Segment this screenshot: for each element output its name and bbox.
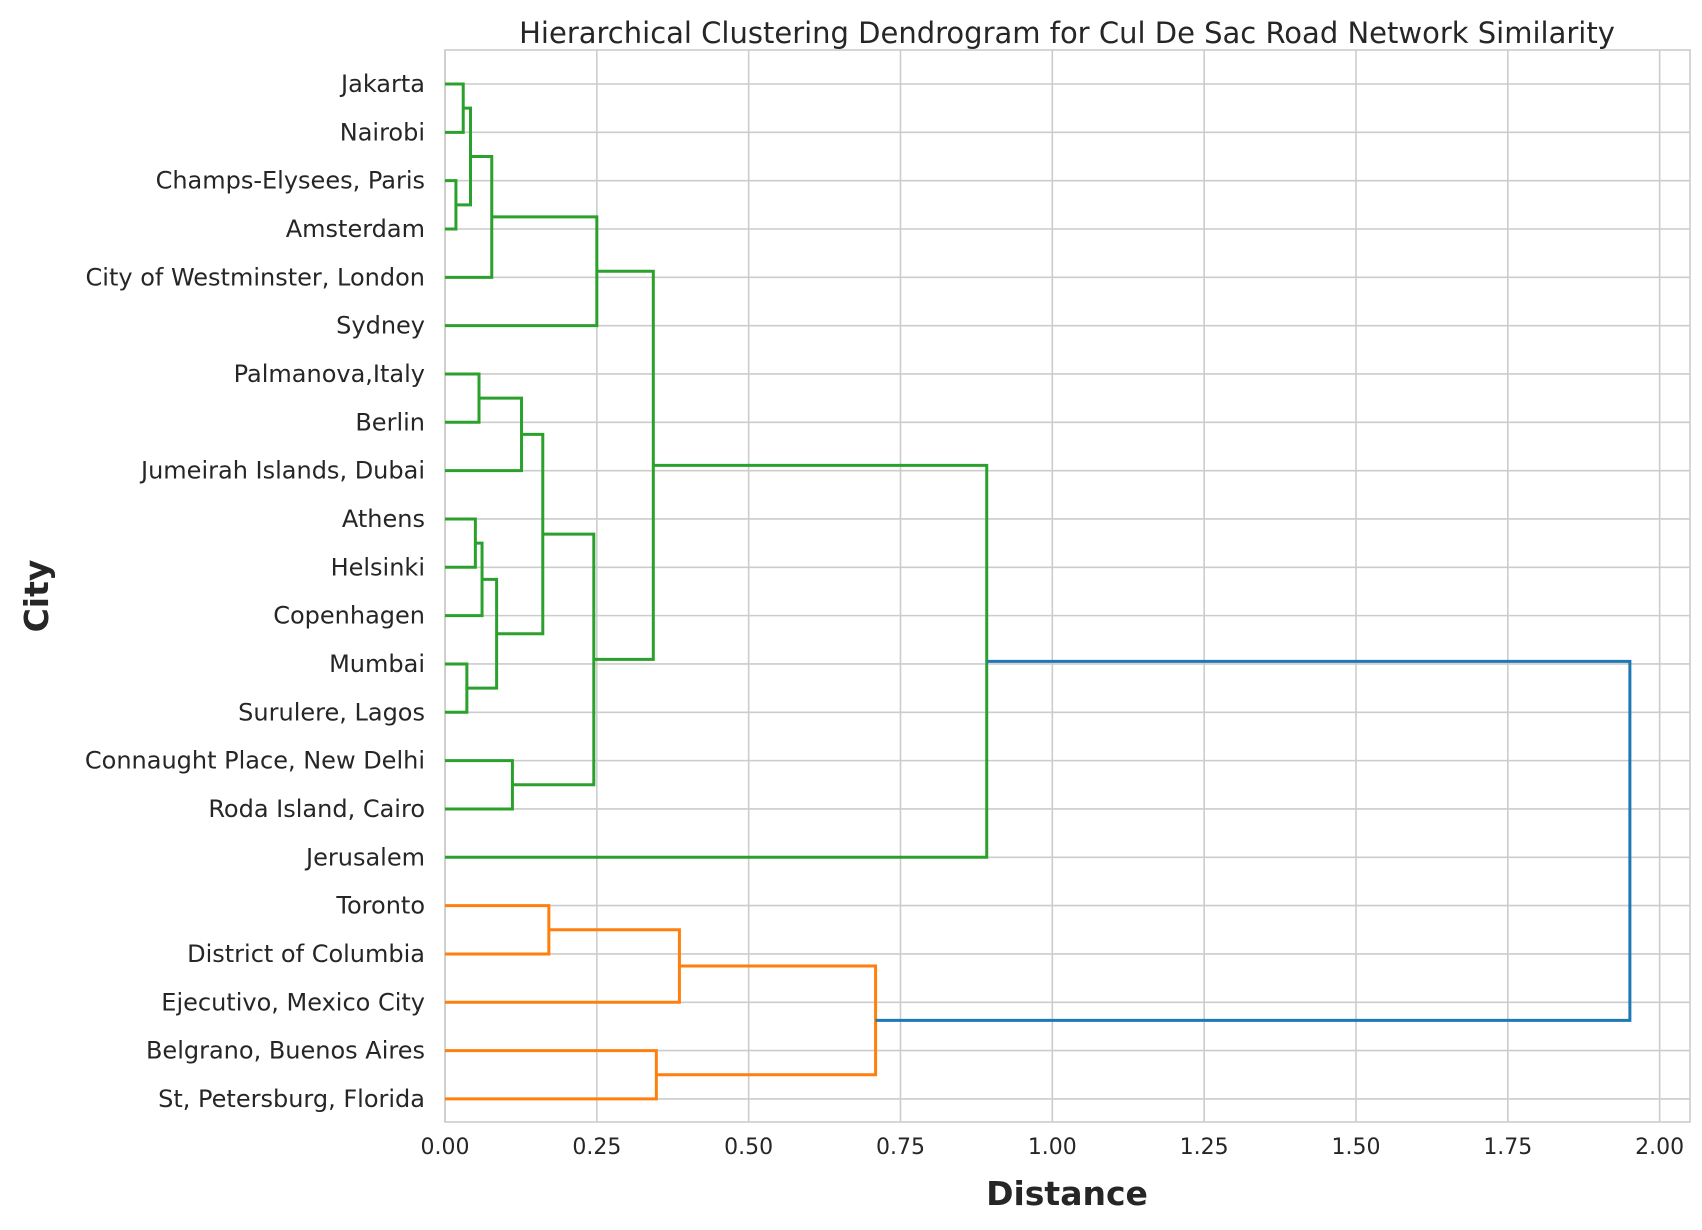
dendrogram-link-m5 [445,215,599,328]
dendrogram-link-m15 [593,269,655,661]
leaf-label-city-of-westminster-london: City of Westminster, London [86,263,425,291]
leaf-label-sydney: Sydney [336,312,425,340]
x-tick-label: 0.00 [421,1135,470,1160]
leaf-label-jumeirah-islands-dubai: Jumeirah Islands, Dubai [139,457,425,485]
chart-title: Hierarchical Clustering Dendrogram for C… [519,16,1615,50]
dendrogram-link-m3 [455,106,473,207]
leaf-label-jakarta: Jakarta [339,70,425,98]
y-axis-title: City [17,560,56,633]
dendrogram-link-m1 [445,179,458,231]
leaf-label-helsinki: Helsinki [331,553,425,581]
x-tick-label: 0.25 [572,1135,621,1160]
grid-layer [444,49,1691,1123]
plot-frame [444,49,1691,1123]
leaf-label-palmanova-italy: Palmanova,Italy [234,360,425,388]
dendrogram-link-m14 [512,532,596,787]
dendrogram-links [445,82,1632,1101]
dendrogram-link-m4 [445,154,494,279]
dendrogram-link-m19 [445,1049,658,1101]
leaf-label-st-petersburg-florida: St, Petersburg, Florida [158,1085,425,1113]
leaf-label-surulere-lagos: Surulere, Lagos [238,698,425,726]
x-tick-label: 1.50 [1331,1135,1380,1160]
leaf-label-champs-elysees-paris: Champs-Elysees, Paris [156,167,425,195]
leaf-label-amsterdam: Amsterdam [286,215,425,243]
leaf-label-district-of-columbia: District of Columbia [187,940,425,968]
leaf-label-connaught-place-new-delhi: Connaught Place, New Delhi [85,747,425,775]
leaf-label-berlin: Berlin [355,408,425,436]
dendrogram-link-m8 [445,517,477,569]
leaf-label-roda-island-cairo: Roda Island, Cairo [208,795,425,823]
dendrogram-link-m16 [445,463,989,859]
dendrogram-link-m2 [445,82,465,134]
x-tick-label: 1.00 [1028,1135,1077,1160]
dendrogram-link-m13 [445,759,514,811]
x-tick-label: 1.25 [1180,1135,1229,1160]
x-tick-label: 1.75 [1483,1135,1532,1160]
dendrogram-link-m20 [656,964,878,1077]
x-tick-label: 0.50 [724,1135,773,1160]
x-tick-labels: 0.00 0.25 0.50 0.75 1.00 1.25 1.50 1.75 2.00 [421,1135,1685,1160]
leaf-label-nairobi: Nairobi [340,118,425,146]
x-axis-title: Distance [986,1174,1148,1213]
leaf-label-toronto: Toronto [335,892,425,920]
dendrogram-link-m21 [875,659,1632,1022]
dendrogram-link-m18 [445,928,681,1004]
leaf-label-mumbai: Mumbai [329,650,425,678]
leaf-labels: Jakarta Nairobi Champs-Elysees, Paris Amste… [85,70,425,1113]
leaf-label-jerusalem: Jerusalem [304,843,425,871]
leaf-label-ejecutivo-mexico-city: Ejecutivo, Mexico City [161,988,425,1016]
x-tick-label: 2.00 [1635,1135,1684,1160]
dendrogram-link-m17 [445,904,551,956]
leaf-label-athens: Athens [342,505,425,533]
x-tick-label: 0.75 [876,1135,925,1160]
dendrogram-link-m6 [445,372,481,424]
dendrogram-link-m10 [445,662,469,714]
leaf-label-belgrano-buenos-aires: Belgrano, Buenos Aires [146,1037,425,1065]
dendrogram-link-m12 [496,432,545,636]
leaf-label-copenhagen: Copenhagen [273,602,425,630]
dendrogram-link-m9 [445,541,484,618]
dendrogram-link-m7 [445,396,524,473]
